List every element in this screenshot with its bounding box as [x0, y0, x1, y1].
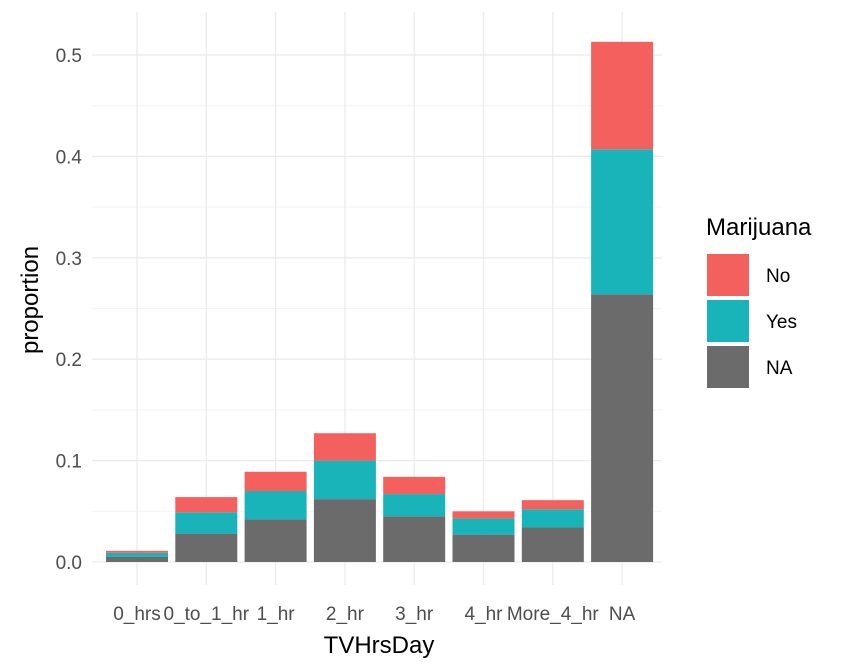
legend-key-na	[707, 346, 749, 388]
bar-segment-no	[106, 550, 168, 553]
bar-segment-no	[175, 497, 238, 513]
bar-segment-yes	[106, 552, 168, 557]
bar-segment-yes	[452, 518, 515, 535]
bar-segment-yes	[521, 509, 584, 528]
bar-segment-yes	[383, 494, 446, 517]
y-axis-ticks: 0.0 0.1 0.2 0.3 0.4 0.5	[56, 46, 83, 574]
x-tick-label: 0_hrs	[113, 604, 161, 625]
legend-key-yes	[707, 300, 749, 342]
y-tick-label: 0.1	[56, 452, 82, 473]
bar-segment-na	[383, 516, 446, 562]
bar-segment-yes	[244, 491, 307, 520]
x-tick-label: 3_hr	[395, 604, 434, 625]
bar-segment-na	[452, 534, 515, 562]
x-tick-label: More_4_hr	[507, 604, 600, 625]
bar-segment-no	[591, 41, 654, 150]
bar-segment-no	[313, 433, 376, 461]
bar-segment-yes	[591, 149, 654, 295]
y-tick-label: 0.5	[56, 46, 82, 67]
legend-label-na: NA	[766, 358, 793, 379]
bar-segment-na	[591, 294, 654, 562]
y-tick-label: 0.4	[56, 147, 83, 168]
x-axis-title: TVHrsDay	[324, 632, 435, 659]
bar-segment-no	[452, 511, 515, 519]
x-tick-label: 4_hr	[464, 604, 503, 625]
bar-segment-yes	[175, 512, 238, 534]
bar-segment-yes	[313, 460, 376, 500]
x-axis-ticks: 0_hrs 0_to_1_hr 1_hr 2_hr 3_hr 4_hr More_4_hr N…	[113, 604, 635, 625]
x-tick-label: NA	[609, 604, 636, 625]
y-tick-label: 0.2	[56, 350, 82, 371]
bar-segment-no	[244, 471, 307, 492]
bar-segment-no	[521, 500, 584, 510]
bars	[106, 41, 654, 562]
legend-label-yes: Yes	[766, 312, 797, 333]
legend-label-no: No	[766, 266, 790, 287]
bar-segment-na	[175, 533, 238, 562]
bar-segment-na	[244, 519, 307, 562]
y-tick-label: 0.3	[56, 249, 82, 270]
x-tick-label: 2_hr	[326, 604, 365, 625]
bar-segment-na	[106, 556, 168, 562]
y-axis-title: proportion	[17, 246, 44, 354]
x-tick-label: 1_hr	[257, 604, 296, 625]
legend-title: Marijuana	[706, 214, 812, 241]
legend: Marijuana No Yes NA	[706, 214, 812, 388]
bar-segment-na	[521, 527, 584, 562]
y-tick-label: 0.0	[56, 553, 82, 574]
bar-segment-na	[313, 499, 376, 562]
legend-key-no	[707, 254, 749, 296]
x-tick-label: 0_to_1_hr	[164, 604, 250, 625]
bar-segment-no	[383, 476, 446, 495]
